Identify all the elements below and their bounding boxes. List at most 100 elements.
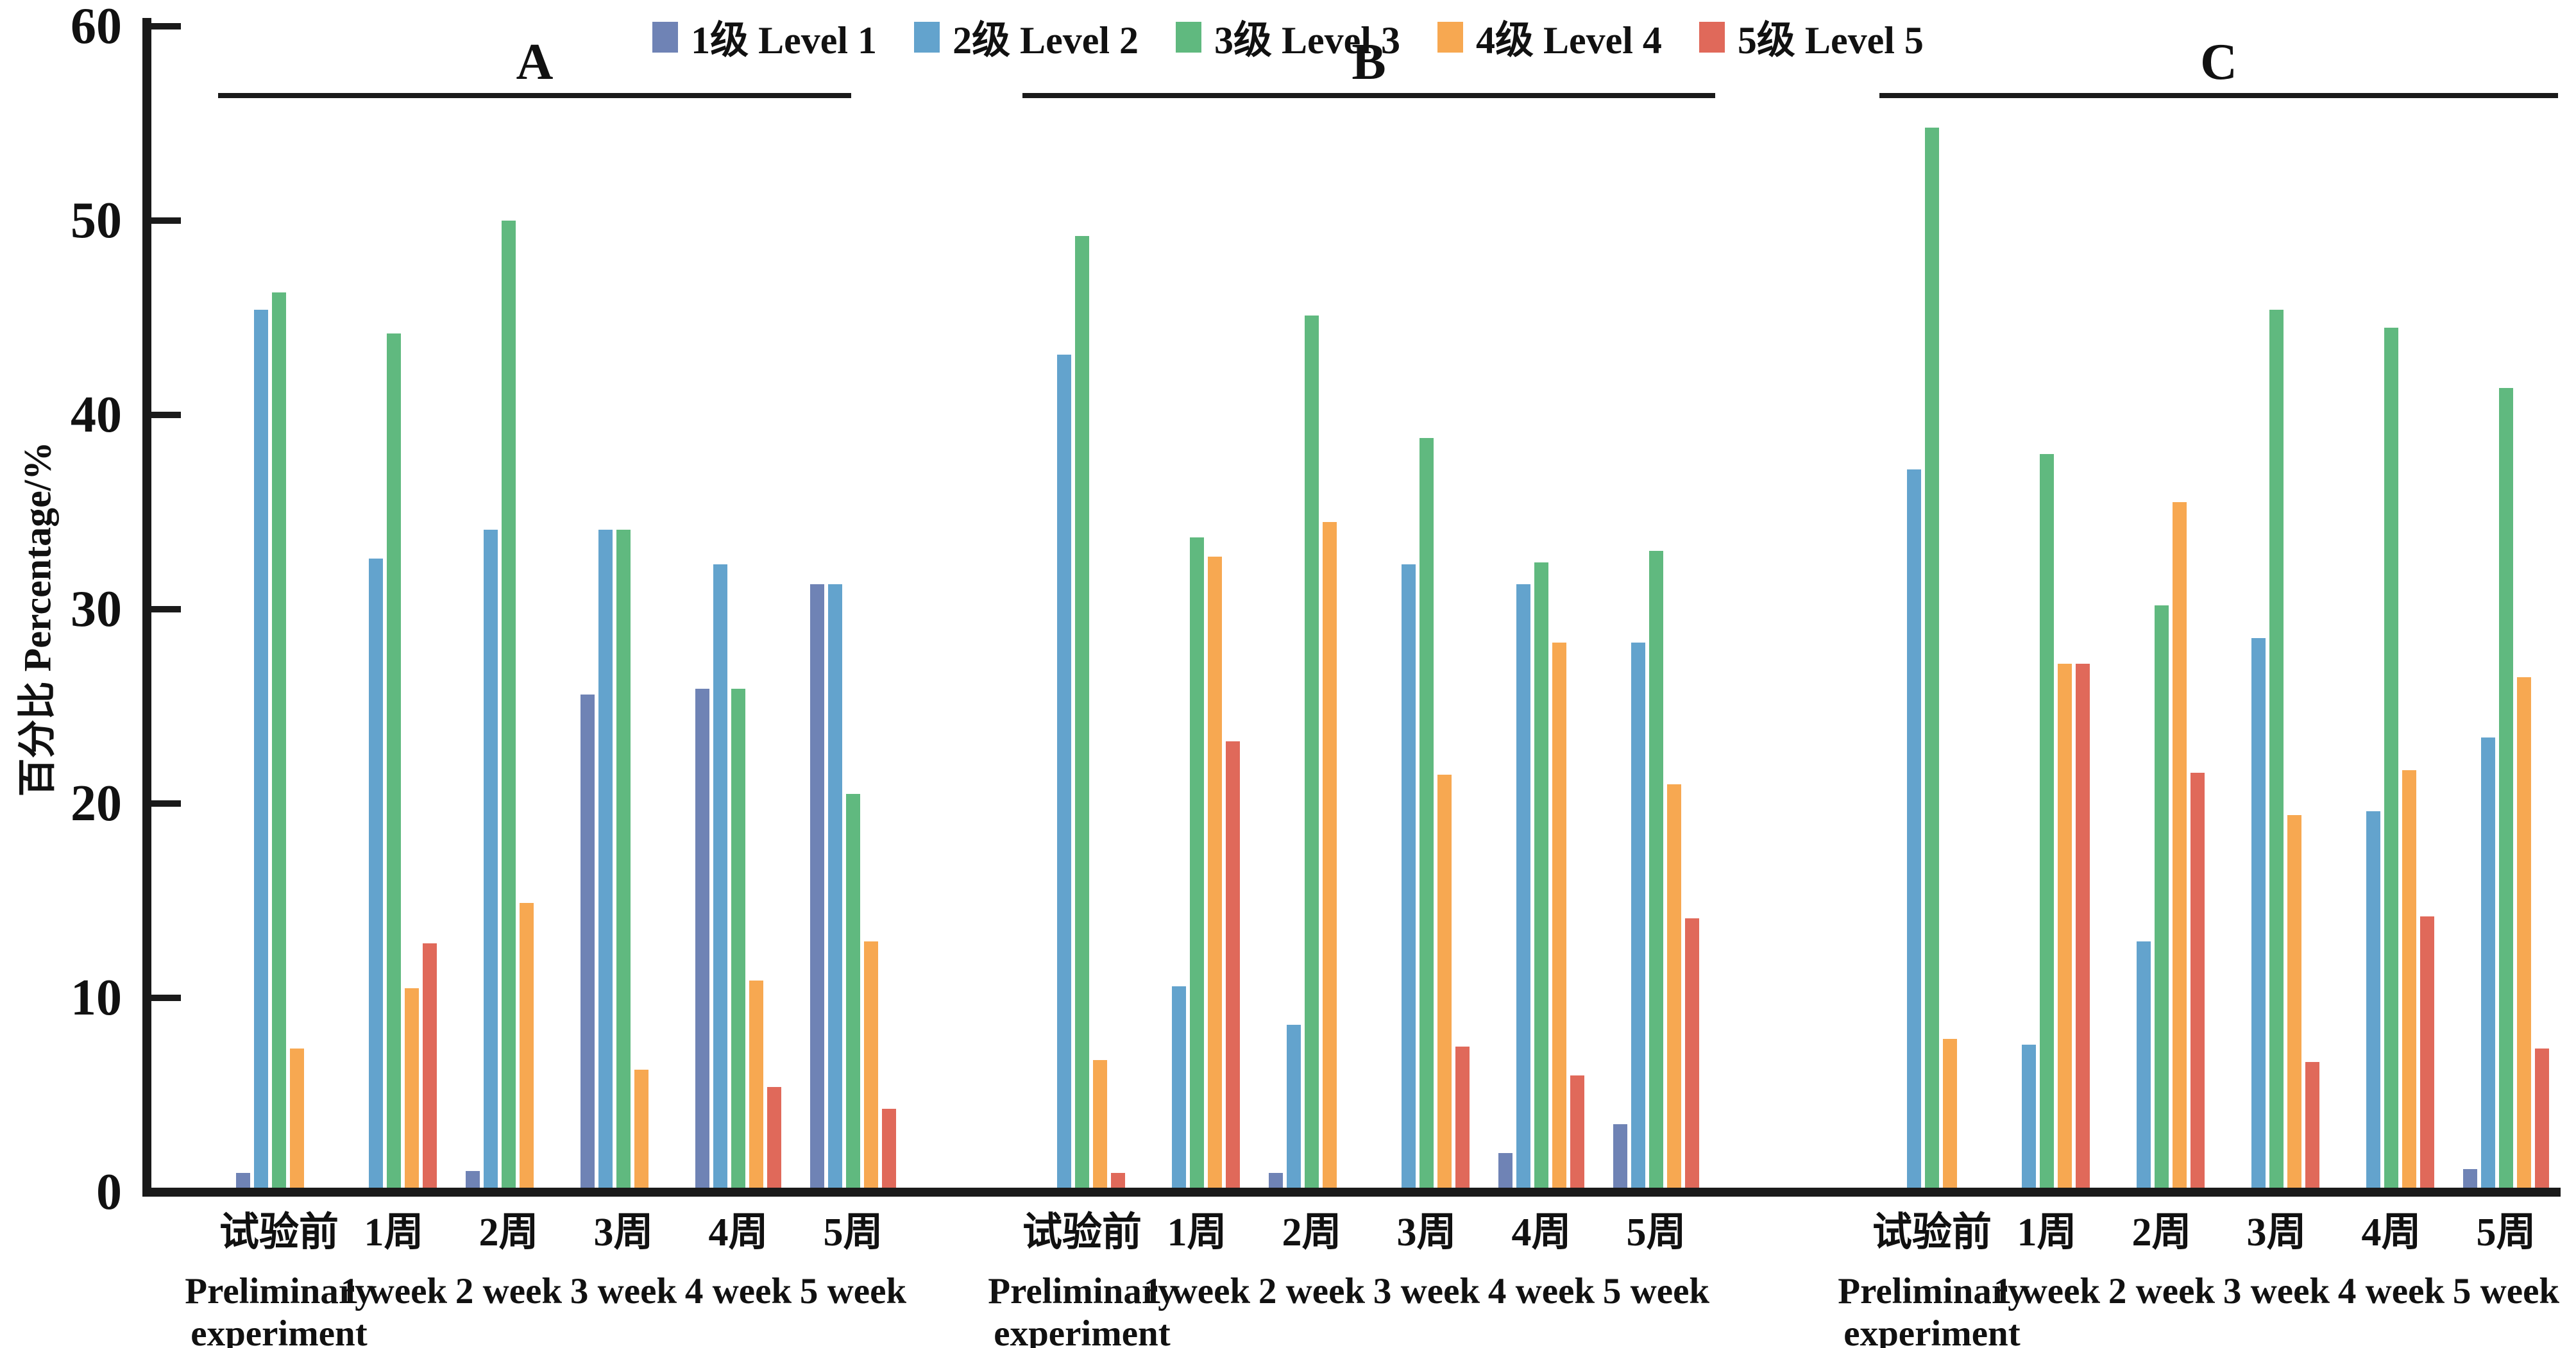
- bar-level-4: [1943, 1039, 1957, 1188]
- cluster-C-4周: [2348, 328, 2434, 1188]
- bar-level-5: [2305, 1062, 2319, 1188]
- bar-level-2: [369, 559, 383, 1188]
- legend-swatch-icon: [1437, 21, 1463, 53]
- x-label-text: 试验前 Preliminary experiment: [151, 1211, 407, 1348]
- bar-level-1: [2463, 1169, 2477, 1188]
- group-B-overline: [1022, 93, 1715, 98]
- legend-label: 3级 Level 3: [1214, 19, 1400, 62]
- y-tick-mark: [151, 412, 181, 418]
- bar-level-4: [1093, 1060, 1107, 1188]
- x-label-text: 1周 1 week: [266, 1211, 522, 1313]
- bar-level-3: [1075, 236, 1089, 1188]
- x-label-en: 1 week: [1143, 1271, 1251, 1312]
- x-label-zh: 试验前: [1872, 1211, 1992, 1254]
- bar-level-3: [387, 333, 401, 1188]
- bar-level-4: [2402, 770, 2416, 1188]
- legend-item-level-2: 2级 Level 2: [914, 9, 1139, 65]
- bar-level-2: [2481, 737, 2495, 1188]
- bar-level-5: [1111, 1173, 1125, 1188]
- x-label-text: 1周 1 week: [1919, 1211, 2175, 1313]
- x-axis-line: [142, 1188, 2561, 1197]
- x-label-text: 5周 5 week: [725, 1211, 981, 1313]
- bar-level-4: [634, 1070, 648, 1188]
- bar-level-2: [1057, 355, 1071, 1188]
- x-label-zh: 试验前: [1022, 1211, 1142, 1254]
- x-label-text: 3周 3 week: [495, 1211, 752, 1313]
- x-label-en: 1 week: [1993, 1271, 2101, 1312]
- bar-level-1: [580, 695, 595, 1188]
- cluster-A-1周: [351, 333, 437, 1188]
- x-label-zh: 2周: [479, 1211, 539, 1254]
- bar-level-4: [290, 1049, 304, 1188]
- x-label-text: 5周 5 week: [1528, 1211, 1784, 1313]
- bar-level-3: [1534, 562, 1548, 1188]
- bar-level-1: [236, 1173, 250, 1188]
- bar-level-3: [2499, 388, 2513, 1188]
- x-label-text: 2周 2 week: [1183, 1211, 1440, 1313]
- bar-level-3: [502, 221, 516, 1188]
- x-label-zh: 5周: [2476, 1211, 2536, 1254]
- x-label-en: Preliminary experiment: [988, 1271, 1176, 1348]
- bar-level-3: [1190, 537, 1204, 1188]
- cluster-B-1周: [1154, 537, 1240, 1188]
- legend-item-level-5: 5级 Level 5: [1699, 9, 1924, 65]
- bar-level-2: [2022, 1045, 2036, 1188]
- bar-level-3: [2269, 310, 2284, 1188]
- bar-level-2: [1172, 986, 1186, 1188]
- x-label-text: 试验前 Preliminary experiment: [954, 1211, 1210, 1348]
- bar-level-4: [864, 941, 878, 1188]
- chart-legend: 1级 Level 1 2级 Level 2 3级 Level 3 4级 Level 4…: [0, 9, 2576, 65]
- cluster-A-2周: [466, 221, 552, 1188]
- x-label-zh: 4周: [1511, 1211, 1572, 1254]
- bar-level-5: [882, 1109, 896, 1188]
- bar-group-C: [1889, 26, 2549, 1188]
- x-label-en: 5 week: [2452, 1271, 2560, 1312]
- bar-level-5: [1226, 741, 1240, 1188]
- y-axis-title: 百分比 Percentage/%: [16, 441, 59, 797]
- x-label-text: 5周 5 week: [2378, 1211, 2576, 1313]
- cluster-A-4周: [695, 564, 781, 1188]
- bar-level-4: [520, 903, 534, 1188]
- x-label-zh: 4周: [2361, 1211, 2421, 1254]
- x-label-zh: 3周: [2246, 1211, 2307, 1254]
- bar-level-4: [1667, 784, 1681, 1188]
- bar-group-B: [1039, 26, 1699, 1188]
- cluster-B-试验前: [1039, 236, 1125, 1188]
- bar-level-5: [2420, 916, 2434, 1188]
- x-label-zh: 1周: [364, 1211, 424, 1254]
- cluster-C-试验前: [1889, 128, 1975, 1188]
- bar-level-3: [272, 292, 286, 1188]
- x-label-text: 4周 4 week: [610, 1211, 867, 1313]
- bar-level-3: [2155, 605, 2169, 1188]
- bar-level-2: [598, 530, 613, 1188]
- y-tick-mark: [151, 23, 181, 29]
- bar-level-4: [1552, 643, 1566, 1188]
- bar-level-3: [1419, 438, 1434, 1188]
- x-label-en: 5 week: [799, 1271, 907, 1312]
- bar-level-2: [254, 310, 268, 1188]
- y-axis-line: [142, 18, 151, 1197]
- cluster-A-3周: [580, 530, 666, 1188]
- x-label-text: 试验前 Preliminary experiment: [1804, 1211, 2060, 1348]
- group-C-letter: C: [2200, 34, 2237, 90]
- x-label-text: 2周 2 week: [380, 1211, 637, 1313]
- cluster-C-1周: [2004, 454, 2090, 1188]
- group-C-overline: [1879, 93, 2558, 98]
- x-label-zh: 3周: [1396, 1211, 1457, 1254]
- cluster-A-试验前: [236, 292, 322, 1188]
- bar-level-2: [1402, 564, 1416, 1188]
- group-A-letter: A: [516, 34, 554, 90]
- bar-level-2: [1516, 584, 1530, 1188]
- x-label-en: 2 week: [455, 1271, 563, 1312]
- bar-level-4: [749, 981, 763, 1188]
- legend-label: 5级 Level 5: [1737, 19, 1924, 62]
- bar-level-2: [1287, 1025, 1301, 1188]
- x-label-zh: 1周: [2017, 1211, 2077, 1254]
- x-label-zh: 2周: [2131, 1211, 2192, 1254]
- legend-swatch-icon: [1176, 21, 1202, 53]
- bar-level-2: [1631, 643, 1645, 1188]
- y-tick-mark: [151, 995, 181, 1001]
- bar-level-2: [2251, 638, 2266, 1188]
- x-label-text: 3周 3 week: [1298, 1211, 1555, 1313]
